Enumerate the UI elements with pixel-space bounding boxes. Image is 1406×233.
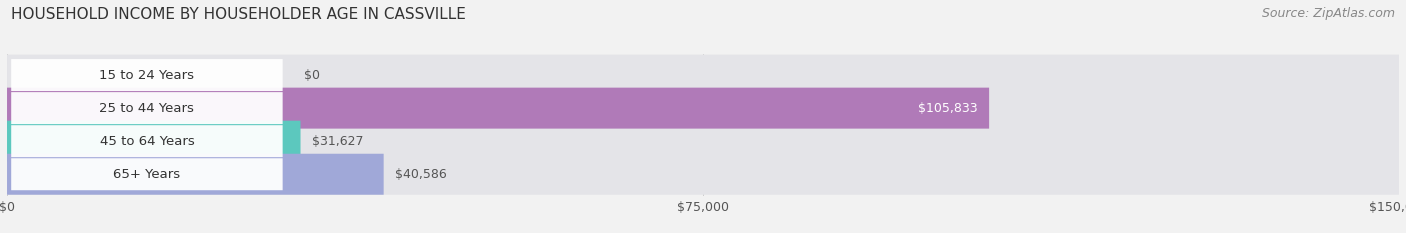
Text: 45 to 64 Years: 45 to 64 Years bbox=[100, 135, 194, 148]
FancyBboxPatch shape bbox=[7, 121, 301, 162]
Text: $40,586: $40,586 bbox=[395, 168, 447, 181]
FancyBboxPatch shape bbox=[11, 59, 283, 91]
FancyBboxPatch shape bbox=[7, 121, 1399, 162]
FancyBboxPatch shape bbox=[7, 154, 384, 195]
FancyBboxPatch shape bbox=[7, 88, 988, 129]
FancyBboxPatch shape bbox=[7, 154, 1399, 195]
Text: Source: ZipAtlas.com: Source: ZipAtlas.com bbox=[1261, 7, 1395, 20]
Text: 65+ Years: 65+ Years bbox=[114, 168, 180, 181]
FancyBboxPatch shape bbox=[7, 55, 1399, 96]
FancyBboxPatch shape bbox=[7, 88, 1399, 129]
FancyBboxPatch shape bbox=[11, 125, 283, 157]
FancyBboxPatch shape bbox=[11, 158, 283, 190]
FancyBboxPatch shape bbox=[11, 92, 283, 124]
Text: $105,833: $105,833 bbox=[918, 102, 979, 115]
Text: HOUSEHOLD INCOME BY HOUSEHOLDER AGE IN CASSVILLE: HOUSEHOLD INCOME BY HOUSEHOLDER AGE IN C… bbox=[11, 7, 467, 22]
Text: 15 to 24 Years: 15 to 24 Years bbox=[100, 69, 194, 82]
Text: 25 to 44 Years: 25 to 44 Years bbox=[100, 102, 194, 115]
Text: $31,627: $31,627 bbox=[312, 135, 363, 148]
Text: $0: $0 bbox=[304, 69, 319, 82]
